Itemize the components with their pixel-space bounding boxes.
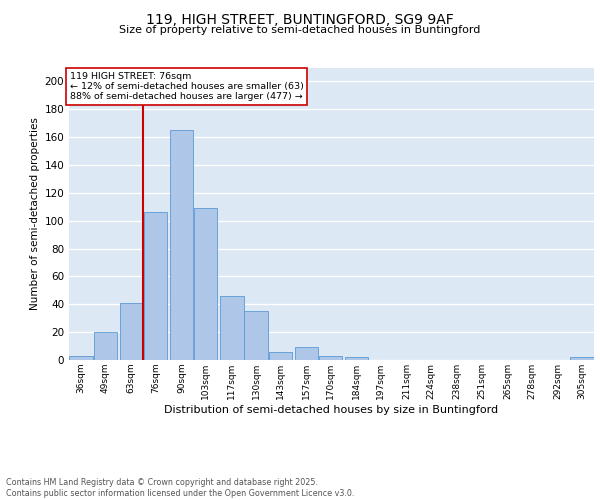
Bar	[220, 296, 244, 360]
Bar	[295, 348, 318, 360]
Bar	[144, 212, 167, 360]
Y-axis label: Number of semi-detached properties: Number of semi-detached properties	[30, 118, 40, 310]
Text: Size of property relative to semi-detached houses in Buntingford: Size of property relative to semi-detach…	[119, 25, 481, 35]
Bar	[120, 303, 143, 360]
Text: 119 HIGH STREET: 76sqm
← 12% of semi-detached houses are smaller (63)
88% of sem: 119 HIGH STREET: 76sqm ← 12% of semi-det…	[70, 72, 304, 102]
Bar	[70, 356, 93, 360]
Bar	[94, 332, 117, 360]
Bar	[170, 130, 193, 360]
X-axis label: Distribution of semi-detached houses by size in Buntingford: Distribution of semi-detached houses by …	[164, 404, 499, 414]
Bar	[194, 208, 217, 360]
Bar	[319, 356, 342, 360]
Bar	[345, 357, 368, 360]
Bar	[570, 357, 593, 360]
Bar	[244, 311, 268, 360]
Bar	[269, 352, 292, 360]
Text: Contains HM Land Registry data © Crown copyright and database right 2025.
Contai: Contains HM Land Registry data © Crown c…	[6, 478, 355, 498]
Text: 119, HIGH STREET, BUNTINGFORD, SG9 9AF: 119, HIGH STREET, BUNTINGFORD, SG9 9AF	[146, 12, 454, 26]
